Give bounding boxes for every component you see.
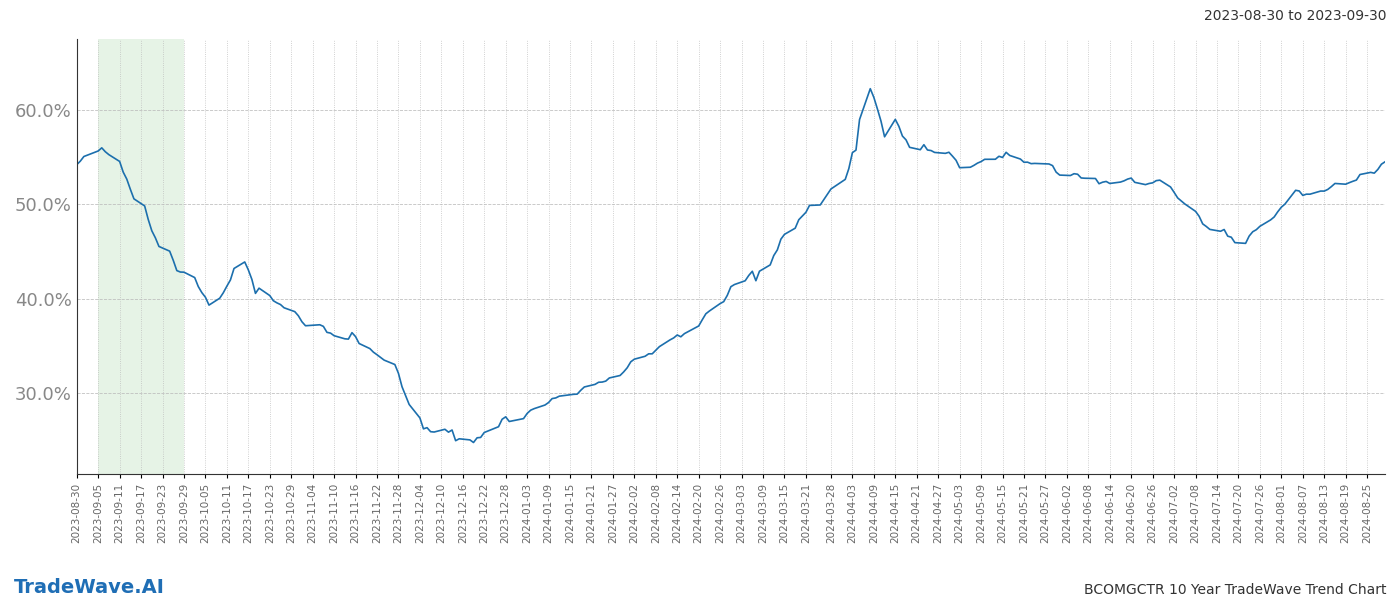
- Text: TradeWave.AI: TradeWave.AI: [14, 578, 165, 597]
- Text: BCOMGCTR 10 Year TradeWave Trend Chart: BCOMGCTR 10 Year TradeWave Trend Chart: [1084, 583, 1386, 597]
- Bar: [98, 39, 183, 473]
- Text: 2023-08-30 to 2023-09-30: 2023-08-30 to 2023-09-30: [1204, 9, 1386, 23]
